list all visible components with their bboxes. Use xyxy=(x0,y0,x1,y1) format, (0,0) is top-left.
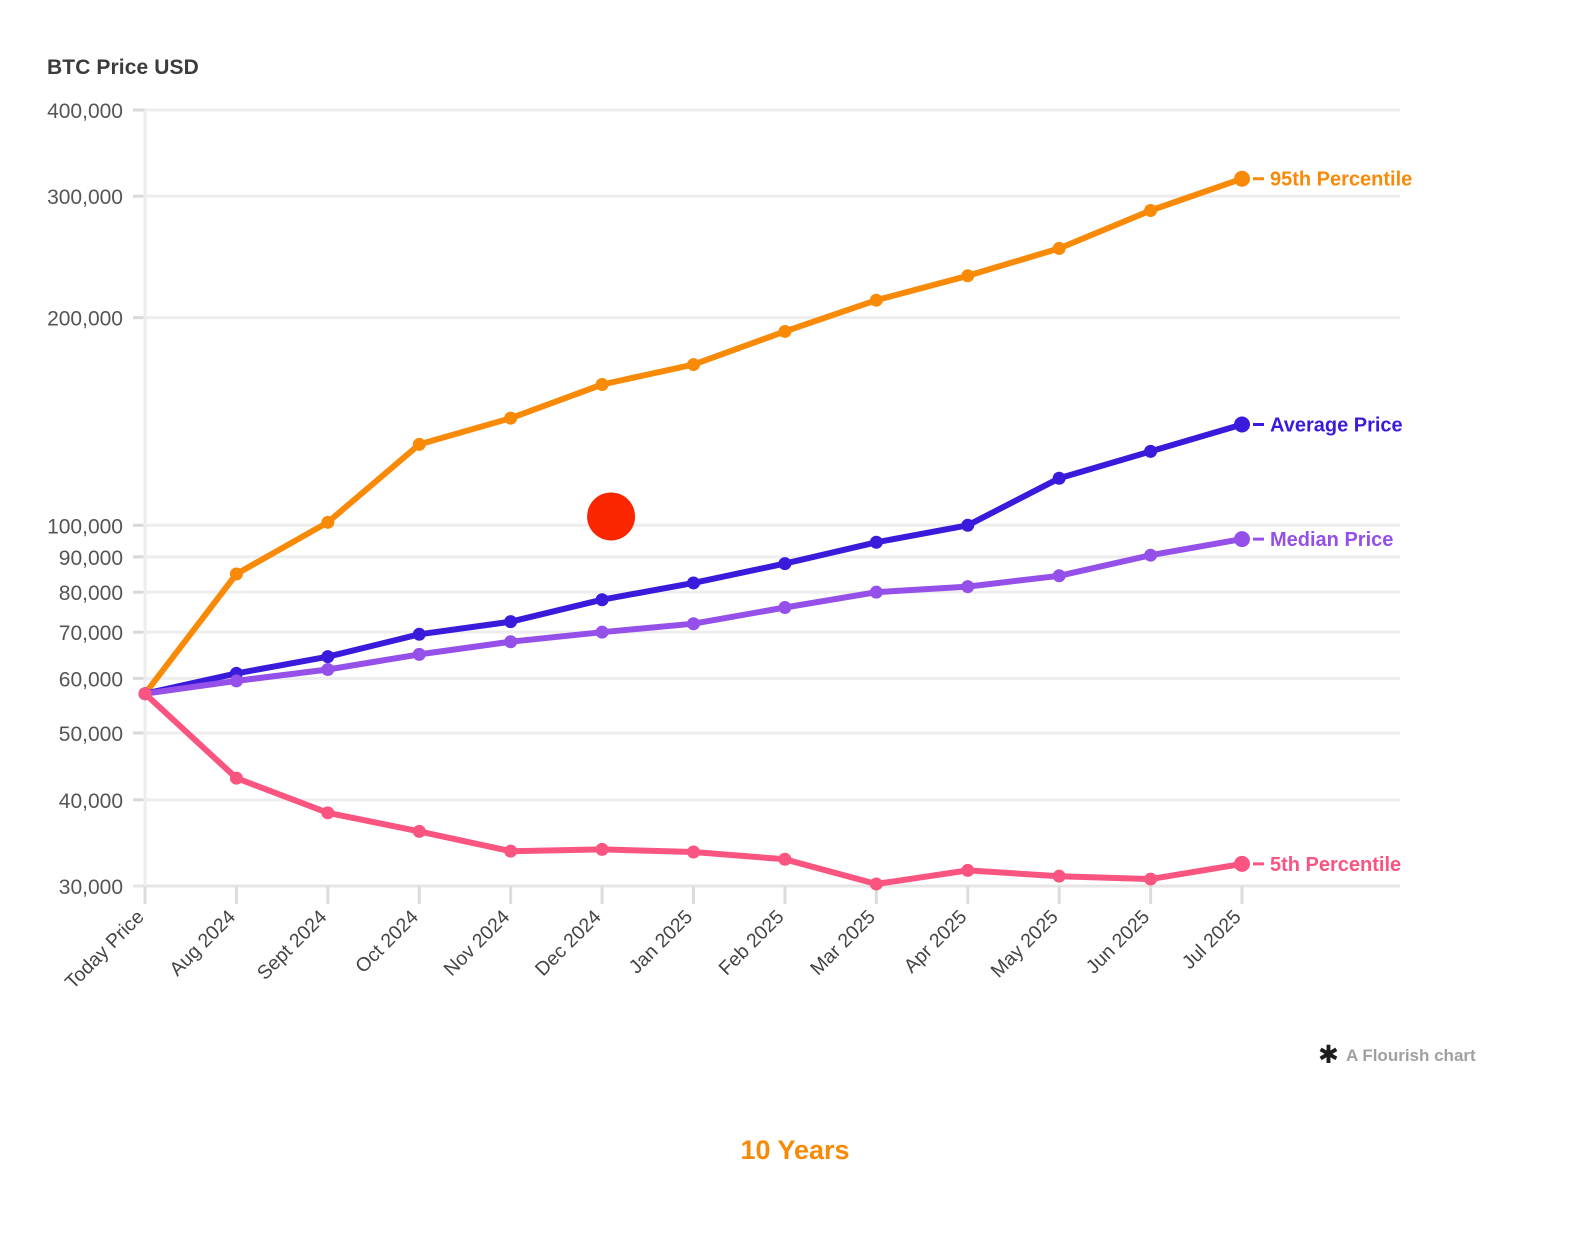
data-point[interactable] xyxy=(412,647,426,661)
series-line xyxy=(142,175,1245,697)
data-point[interactable] xyxy=(1144,444,1158,458)
y-tick-label: 80,000 xyxy=(59,582,123,605)
data-point[interactable] xyxy=(869,877,883,891)
y-tick-label: 50,000 xyxy=(59,723,123,746)
x-axis: Today Price Aug 2024 Sept 2024 Oct 2024 Nov … xyxy=(61,884,1400,994)
data-point[interactable] xyxy=(687,576,700,590)
y-gridlines: 400,000 300,000 200,000 100,000 90,000 80,000… xyxy=(47,100,1400,899)
flourish-credit[interactable]: ✱ A Flourish chart xyxy=(1318,1043,1476,1068)
x-tick-label: Sept 2024 xyxy=(253,906,332,985)
series-label: 95th Percentile xyxy=(1270,169,1412,191)
data-point[interactable] xyxy=(961,580,975,594)
data-point[interactable] xyxy=(687,358,700,372)
y-tick-label: 30,000 xyxy=(59,876,123,899)
data-point[interactable] xyxy=(1234,531,1250,548)
chart-axis-title: BTC Price USD xyxy=(47,56,199,79)
data-point[interactable] xyxy=(229,771,243,785)
y-tick-label: 100,000 xyxy=(47,515,123,538)
data-point[interactable] xyxy=(869,535,883,549)
data-point[interactable] xyxy=(961,863,975,877)
data-point[interactable] xyxy=(778,324,792,338)
data-point[interactable] xyxy=(1052,241,1066,255)
x-tick-label: Today Price xyxy=(61,906,149,994)
data-point[interactable] xyxy=(321,806,335,820)
data-point[interactable] xyxy=(595,378,609,392)
data-point[interactable] xyxy=(961,518,975,532)
data-point[interactable] xyxy=(869,585,883,599)
data-point[interactable] xyxy=(1052,471,1066,485)
y-tick-label: 90,000 xyxy=(59,547,123,570)
data-point[interactable] xyxy=(229,567,243,581)
data-point[interactable] xyxy=(321,650,335,664)
data-point[interactable] xyxy=(1234,170,1250,187)
data-point[interactable] xyxy=(1052,569,1066,583)
x-tick-label: Mar 2025 xyxy=(806,906,880,980)
data-point[interactable] xyxy=(687,617,700,631)
y-tick-label: 70,000 xyxy=(59,622,123,645)
series-median-price: Median Price xyxy=(138,529,1393,701)
data-point[interactable] xyxy=(504,411,518,425)
series-5th-percentile: 5th Percentile xyxy=(138,687,1401,891)
data-point[interactable] xyxy=(229,674,243,688)
data-point[interactable] xyxy=(1144,872,1158,886)
data-point[interactable] xyxy=(504,615,518,629)
data-point[interactable] xyxy=(321,515,335,529)
data-point[interactable] xyxy=(778,601,792,615)
data-point[interactable] xyxy=(1144,204,1158,218)
series-label: Median Price xyxy=(1270,529,1393,551)
data-point[interactable] xyxy=(138,687,152,701)
flourish-credit-label: A Flourish chart xyxy=(1345,1045,1476,1065)
x-tick-label: Jan 2025 xyxy=(625,906,697,978)
red-dot-marker[interactable] xyxy=(587,492,636,541)
data-point[interactable] xyxy=(778,852,792,866)
data-point[interactable] xyxy=(595,593,609,607)
data-point[interactable] xyxy=(869,293,883,307)
x-tick-label: Oct 2024 xyxy=(351,906,423,978)
data-point[interactable] xyxy=(687,845,700,859)
x-tick-label: Nov 2024 xyxy=(440,906,515,981)
series-line xyxy=(142,421,1245,697)
x-tick-label: Feb 2025 xyxy=(715,906,789,980)
x-tick-label: Jul 2025 xyxy=(1178,906,1246,974)
x-tick-label: Dec 2024 xyxy=(531,906,606,981)
data-point[interactable] xyxy=(1144,548,1158,562)
x-tick-label: Aug 2024 xyxy=(165,906,240,981)
data-point[interactable] xyxy=(321,662,335,676)
data-point[interactable] xyxy=(1234,855,1250,872)
x-tick-label: Apr 2025 xyxy=(900,906,972,978)
data-point[interactable] xyxy=(504,635,518,649)
data-point[interactable] xyxy=(504,844,518,858)
data-point[interactable] xyxy=(412,627,426,641)
y-tick-label: 60,000 xyxy=(59,668,123,691)
data-point[interactable] xyxy=(778,557,792,571)
data-point[interactable] xyxy=(412,824,426,838)
data-point[interactable] xyxy=(1052,869,1066,883)
y-tick-label: 40,000 xyxy=(59,790,123,813)
data-point[interactable] xyxy=(595,625,609,639)
data-point[interactable] xyxy=(961,269,975,283)
footer-label: 10 Years xyxy=(740,1135,850,1165)
y-tick-label: 200,000 xyxy=(47,308,123,331)
data-point[interactable] xyxy=(1234,416,1250,433)
series-95th-percentile: 95th Percentile xyxy=(138,169,1412,701)
data-point[interactable] xyxy=(412,437,426,451)
series-label: 5th Percentile xyxy=(1270,854,1401,876)
y-tick-label: 300,000 xyxy=(47,186,123,209)
x-tick-label: May 2025 xyxy=(987,906,1063,982)
data-point[interactable] xyxy=(595,842,609,856)
asterisk-icon: ✱ xyxy=(1318,1041,1339,1069)
series-line xyxy=(142,536,1245,697)
series-label: Average Price xyxy=(1270,415,1403,437)
x-tick-label: Jun 2025 xyxy=(1082,906,1154,978)
y-tick-label: 400,000 xyxy=(47,100,123,123)
